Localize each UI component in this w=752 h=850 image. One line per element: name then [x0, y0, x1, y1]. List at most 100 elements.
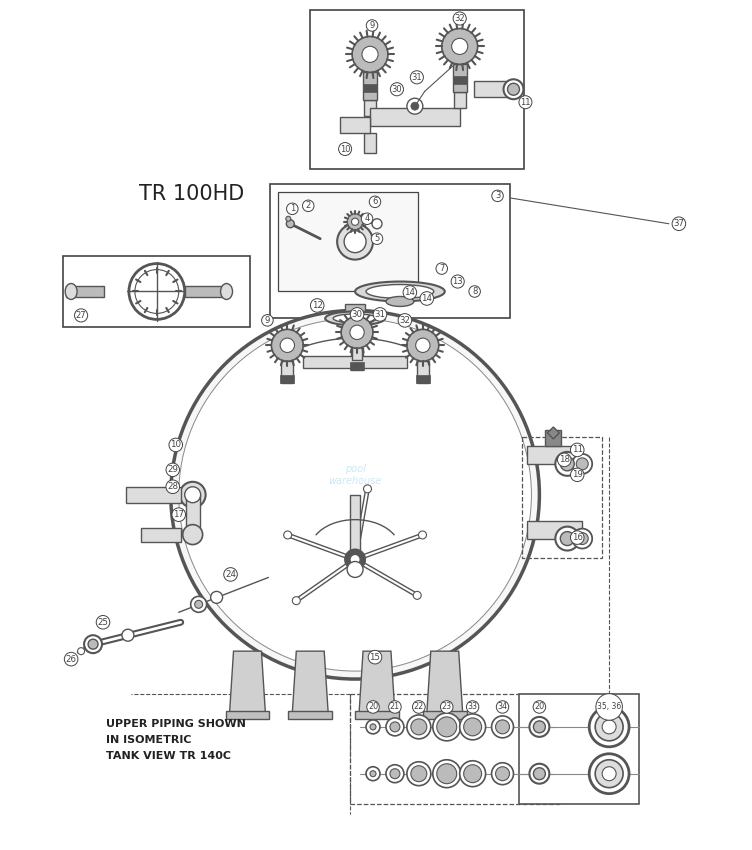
- Circle shape: [352, 37, 388, 72]
- Text: 4: 4: [365, 214, 370, 224]
- Circle shape: [441, 28, 478, 65]
- Circle shape: [492, 762, 514, 785]
- Polygon shape: [229, 651, 265, 713]
- Circle shape: [533, 768, 545, 779]
- Bar: [417, 361, 429, 383]
- Bar: [352, 344, 362, 360]
- Text: TR 100HD: TR 100HD: [139, 184, 244, 204]
- Ellipse shape: [65, 284, 77, 299]
- Text: 23: 23: [441, 702, 452, 711]
- Bar: [453, 93, 465, 108]
- Circle shape: [602, 720, 616, 734]
- Bar: [423, 711, 467, 719]
- Circle shape: [595, 760, 623, 788]
- Circle shape: [179, 319, 532, 672]
- Text: TANK VIEW TR 140C: TANK VIEW TR 140C: [106, 751, 231, 761]
- Ellipse shape: [333, 314, 377, 323]
- Circle shape: [533, 721, 545, 733]
- Circle shape: [344, 230, 366, 252]
- Circle shape: [347, 214, 363, 230]
- Circle shape: [411, 102, 419, 110]
- Circle shape: [350, 554, 360, 564]
- Bar: [416, 375, 430, 383]
- Circle shape: [341, 316, 373, 348]
- Ellipse shape: [325, 311, 385, 326]
- Bar: [364, 133, 376, 153]
- Circle shape: [529, 717, 550, 737]
- Bar: [226, 711, 269, 719]
- Circle shape: [345, 550, 365, 570]
- Polygon shape: [293, 651, 328, 713]
- Text: 18: 18: [559, 456, 570, 464]
- Circle shape: [191, 597, 207, 612]
- Circle shape: [211, 592, 223, 603]
- Text: 30: 30: [392, 85, 402, 94]
- Ellipse shape: [386, 297, 414, 307]
- Bar: [350, 362, 364, 371]
- Bar: [350, 495, 360, 559]
- Circle shape: [576, 533, 588, 545]
- Text: 33: 33: [468, 702, 478, 711]
- Text: 21: 21: [390, 702, 400, 711]
- Bar: [303, 356, 407, 368]
- Bar: [363, 84, 377, 93]
- Circle shape: [363, 484, 371, 493]
- Circle shape: [416, 338, 430, 353]
- Circle shape: [452, 38, 468, 54]
- Text: 24: 24: [225, 570, 236, 579]
- Text: 27: 27: [76, 311, 86, 320]
- Text: 13: 13: [453, 277, 463, 286]
- Circle shape: [287, 220, 294, 228]
- Bar: [345, 304, 365, 332]
- Text: 34: 34: [498, 702, 508, 711]
- Bar: [185, 286, 223, 298]
- Bar: [523, 437, 602, 558]
- Text: 28: 28: [167, 482, 178, 491]
- Text: 14: 14: [405, 288, 415, 297]
- Circle shape: [390, 768, 400, 779]
- Text: 8: 8: [472, 287, 478, 296]
- Circle shape: [496, 720, 510, 734]
- Circle shape: [407, 329, 438, 361]
- Circle shape: [433, 713, 461, 741]
- Circle shape: [129, 264, 185, 320]
- Bar: [350, 694, 559, 803]
- Circle shape: [350, 326, 364, 339]
- Circle shape: [492, 716, 514, 738]
- Circle shape: [572, 454, 592, 473]
- Text: 12: 12: [312, 301, 323, 310]
- Circle shape: [293, 597, 300, 604]
- Circle shape: [572, 529, 592, 548]
- Circle shape: [560, 531, 575, 546]
- Circle shape: [576, 458, 588, 470]
- Text: 15: 15: [369, 653, 381, 661]
- Text: 5: 5: [374, 235, 380, 243]
- Circle shape: [122, 629, 134, 641]
- Circle shape: [459, 761, 486, 786]
- Bar: [351, 348, 363, 371]
- Circle shape: [590, 707, 629, 747]
- Text: IN ISOMETRIC: IN ISOMETRIC: [106, 735, 192, 745]
- Polygon shape: [427, 651, 462, 713]
- Circle shape: [347, 562, 363, 577]
- Circle shape: [419, 531, 426, 539]
- Bar: [453, 76, 467, 84]
- Circle shape: [84, 635, 102, 653]
- Circle shape: [437, 764, 456, 784]
- Text: 9: 9: [369, 21, 374, 30]
- Text: 26: 26: [65, 654, 77, 664]
- Circle shape: [555, 527, 579, 551]
- Text: 2: 2: [305, 201, 311, 210]
- Circle shape: [366, 720, 380, 734]
- Circle shape: [407, 715, 431, 739]
- Bar: [280, 375, 294, 383]
- Circle shape: [180, 482, 205, 507]
- Text: 10: 10: [340, 144, 350, 154]
- Bar: [66, 286, 104, 298]
- Bar: [363, 72, 377, 100]
- Text: 31: 31: [411, 73, 422, 82]
- Circle shape: [386, 765, 404, 783]
- Polygon shape: [359, 651, 395, 713]
- Text: 17: 17: [173, 510, 184, 519]
- Circle shape: [185, 487, 201, 502]
